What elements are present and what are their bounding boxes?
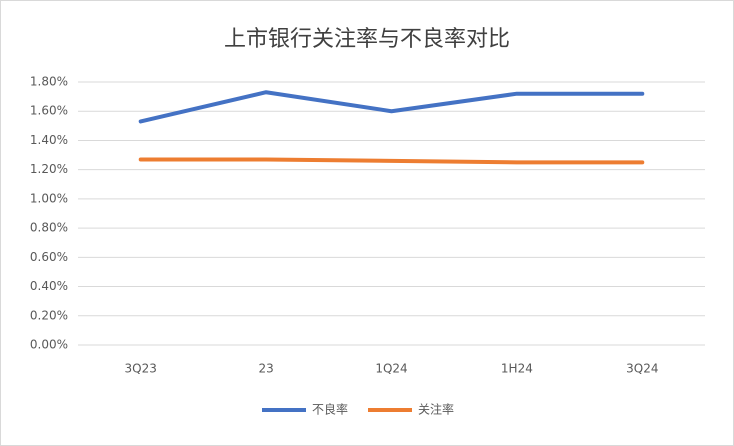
- legend-label: 不良率: [312, 402, 348, 417]
- x-tick-label: 23: [258, 362, 273, 376]
- x-tick-label: 1H24: [501, 362, 533, 376]
- y-tick-label: 0.00%: [30, 338, 68, 352]
- y-tick-label: 0.80%: [30, 221, 68, 235]
- y-tick-label: 1.80%: [30, 75, 68, 89]
- y-tick-label: 1.00%: [30, 191, 68, 205]
- y-tick-label: 1.40%: [30, 133, 68, 147]
- series-line: [138, 90, 645, 124]
- y-tick-label: 0.40%: [30, 279, 68, 293]
- y-tick-label: 0.20%: [30, 308, 68, 322]
- series-line: [138, 157, 645, 165]
- y-tick-label: 1.60%: [30, 104, 68, 118]
- legend-label: 关注率: [418, 402, 454, 417]
- y-tick-label: 1.20%: [30, 162, 68, 176]
- chart-title: 上市银行关注率与不良率对比: [224, 27, 510, 52]
- y-tick-label: 0.60%: [30, 250, 68, 264]
- x-tick-label: 3Q24: [626, 362, 658, 376]
- x-tick-label: 3Q23: [125, 362, 157, 376]
- x-tick-label: 1Q24: [375, 362, 407, 376]
